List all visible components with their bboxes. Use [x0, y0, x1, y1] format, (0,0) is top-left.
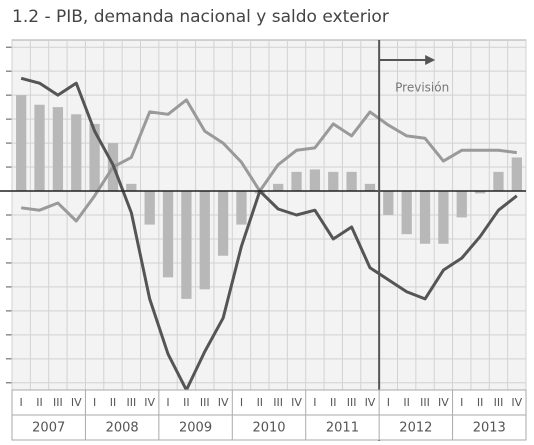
x-tick-label: I: [240, 396, 243, 409]
bar: [401, 191, 412, 235]
bar: [34, 104, 45, 192]
x-tick-label: IV: [144, 396, 155, 409]
chart-title: 1.2 - PIB, demanda nacional y saldo exte…: [12, 7, 389, 27]
x-tick-label: IV: [71, 396, 82, 409]
arrow-head: [425, 55, 436, 65]
x-tick-label: I: [93, 396, 96, 409]
year-label: 2008: [106, 421, 139, 436]
x-tick-label: IV: [438, 396, 449, 409]
bar: [52, 107, 64, 192]
bar: [364, 183, 376, 192]
bar: [493, 171, 504, 192]
x-tick-label: II: [330, 396, 337, 409]
bar: [16, 95, 27, 192]
bar: [162, 191, 174, 278]
x-tick-label: II: [403, 396, 410, 409]
x-tick-label: IV: [291, 396, 302, 409]
bar: [199, 191, 210, 290]
bar: [309, 169, 321, 192]
bar: [511, 157, 522, 192]
bar: [383, 191, 394, 215]
bar: [71, 114, 82, 192]
year-label: 2011: [326, 421, 359, 436]
x-tick-label: I: [166, 396, 169, 409]
bar: [89, 123, 100, 192]
bar: [126, 183, 137, 192]
x-tick-label: III: [200, 396, 210, 409]
x-tick-label: II: [257, 396, 264, 409]
annotation: Previsión: [395, 81, 449, 95]
bar: [181, 191, 192, 299]
x-tick-label: II: [183, 396, 190, 409]
x-tick-label: III: [347, 396, 357, 409]
year-label: 2012: [399, 421, 432, 436]
bar: [438, 191, 449, 244]
x-tick-label: I: [313, 396, 316, 409]
bar: [328, 171, 339, 192]
bar: [419, 191, 431, 244]
x-tick-label: I: [460, 396, 463, 409]
bar: [456, 191, 467, 218]
x-tick-label: II: [477, 396, 484, 409]
bar: [144, 191, 155, 225]
x-tick-label: IV: [218, 396, 229, 409]
x-tick-label: III: [126, 396, 136, 409]
x-tick-label: III: [420, 396, 430, 409]
x-tick-label: I: [20, 396, 23, 409]
line: [20, 98, 518, 223]
x-tick-label: III: [273, 396, 283, 409]
bar: [217, 191, 229, 256]
year-label: 2010: [252, 421, 285, 436]
x-tick-label: III: [53, 396, 63, 409]
line: [20, 76, 518, 392]
bar: [474, 191, 486, 194]
x-tick-label: I: [387, 396, 390, 409]
year-label: 2009: [179, 421, 212, 436]
bar: [273, 183, 284, 192]
year-label: 2007: [32, 421, 65, 436]
year-label: 2013: [473, 421, 506, 436]
x-tick-label: IV: [511, 396, 522, 409]
x-tick-label: II: [110, 396, 117, 409]
bar: [236, 191, 247, 225]
x-tick-label: IV: [365, 396, 376, 409]
x-tick-label: III: [494, 396, 504, 409]
bar: [291, 171, 302, 192]
bar: [346, 171, 357, 192]
x-tick-label: II: [36, 396, 43, 409]
